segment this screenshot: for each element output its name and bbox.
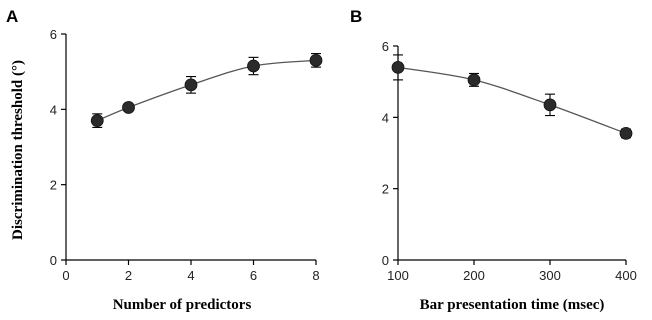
panel-a-y-axis-title: Discrimination threshold (°) [10,60,26,240]
panel-a-series [90,53,323,128]
panel-b: B Bar presentation time (msec) 100 200 300… [350,7,637,313]
panel-b-y-ticks: 0 2 4 6 [382,39,398,268]
panel-b-data-point [619,126,633,140]
panel-b-y-tick-label: 2 [382,182,389,197]
panel-b-y-tick-label: 4 [382,110,389,125]
panel-a-data-point [309,53,323,67]
panel-b-x-tick-label: 100 [387,268,409,283]
panel-b-x-axis-title: Bar presentation time (msec) [420,297,605,313]
panel-a-y-ticks: 0 2 4 6 [50,27,66,268]
panel-a-y-tick-label: 4 [50,102,57,117]
panel-a-data-point [90,114,104,128]
panel-a-x-tick-label: 8 [312,268,319,283]
panel-b-y-tick-label: 6 [382,39,389,54]
panel-b-data-point [467,73,481,87]
panel-b-x-tick-label: 200 [463,268,485,283]
panel-b-letter: B [350,7,362,26]
panel-b-series [391,54,633,140]
panel-a-letter: A [6,7,18,26]
panel-a-data-point [122,101,135,114]
panel-b-data-point [543,98,557,112]
panel-a-x-tick-label: 2 [125,268,132,283]
panel-b-x-ticks: 100 200 300 400 [387,260,637,283]
panel-a: A Discrimination threshold (°) Number of… [6,7,323,313]
panel-a-x-tick-label: 0 [62,268,69,283]
panel-b-series-line [397,66,627,134]
panel-a-x-tick-label: 4 [187,268,194,283]
panel-a-data-point [247,59,260,73]
panel-a-y-tick-label: 6 [50,27,57,42]
panel-a-y-tick-label: 2 [50,178,57,193]
panel-b-x-tick-label: 300 [539,268,561,283]
panel-b-y-tick-label: 0 [382,253,389,268]
panel-b-x-tick-label: 400 [615,268,637,283]
panel-a-x-axis-title: Number of predictors [113,297,252,313]
panel-a-y-tick-label: 0 [50,253,57,268]
panel-b-data-point [391,61,405,74]
panel-a-x-ticks: 0 2 4 6 8 [62,260,320,283]
panel-a-x-tick-label: 6 [250,268,257,283]
panel-a-data-point [184,78,198,92]
